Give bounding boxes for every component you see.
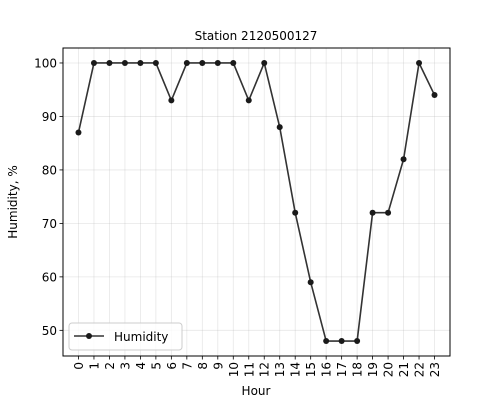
data-point: [199, 59, 206, 66]
x-tick-label: 9: [211, 362, 225, 370]
x-tick-label: 22: [413, 362, 427, 377]
data-point: [245, 97, 252, 104]
y-tick-label: 70: [42, 217, 57, 231]
x-tick-label: 3: [118, 362, 132, 370]
x-tick-label: 18: [351, 362, 365, 377]
x-tick-label: 23: [428, 362, 442, 377]
grid: [63, 48, 450, 356]
data-point: [106, 59, 113, 66]
x-tick-label: 15: [304, 362, 318, 377]
legend: Humidity: [68, 322, 183, 351]
data-point: [183, 59, 190, 66]
x-tick-label: 4: [134, 362, 148, 370]
data-point: [230, 59, 237, 66]
y-axis-title: Humidity, %: [6, 165, 20, 238]
data-point: [385, 209, 392, 216]
legend-point-marker: [86, 333, 92, 339]
x-tick-label: 6: [165, 362, 179, 370]
data-point: [323, 338, 330, 345]
data-point: [152, 59, 159, 66]
x-tick-label: 8: [196, 362, 210, 370]
series-layer: [75, 59, 438, 345]
data-point: [276, 124, 283, 131]
y-tick-label: 100: [34, 56, 57, 70]
x-tick-label: 19: [366, 362, 380, 377]
x-tick-label: 20: [382, 362, 396, 377]
data-point: [369, 209, 376, 216]
chart-title: Station 2120500127: [195, 29, 318, 43]
data-point: [400, 156, 407, 163]
data-point: [338, 338, 345, 345]
x-tick-label: 0: [72, 362, 86, 370]
y-tick-label: 80: [42, 163, 57, 177]
y-tick-label: 60: [42, 270, 57, 284]
x-tick-label: 21: [397, 362, 411, 377]
data-point: [75, 129, 82, 136]
data-point: [292, 209, 299, 216]
data-point: [431, 92, 438, 99]
y-tick-label: 50: [42, 324, 57, 338]
x-tick-label: 14: [289, 362, 303, 377]
legend-label: Humidity: [114, 330, 168, 344]
x-tick-label: 16: [320, 362, 334, 377]
x-axis: 0 1 2 3 4 5 6 7 8 9 10 11 12 13 14 15 16 17 18 19 20 21 22 23: [72, 356, 442, 377]
data-point: [261, 59, 268, 66]
plot-area-frame: [62, 47, 451, 357]
y-axis: 50 60 70 80 90 100: [34, 56, 63, 338]
data-point: [168, 97, 175, 104]
x-tick-label: 10: [227, 362, 241, 377]
x-tick-label: 11: [242, 362, 256, 377]
data-point: [416, 59, 423, 66]
x-tick-label: 5: [149, 362, 163, 370]
legend-box: [68, 322, 183, 351]
x-tick-label: 13: [273, 362, 287, 377]
x-tick-label: 2: [103, 362, 117, 370]
data-point: [214, 59, 221, 66]
x-tick-label: 12: [258, 362, 272, 377]
data-point: [90, 59, 97, 66]
data-point: [354, 338, 361, 345]
y-tick-label: 90: [42, 110, 57, 124]
data-point: [121, 59, 128, 66]
data-point: [307, 279, 314, 286]
x-tick-label: 17: [335, 362, 349, 377]
x-tick-label: 1: [87, 362, 101, 370]
x-tick-label: 7: [180, 362, 194, 370]
data-point: [137, 59, 144, 66]
x-axis-title: Hour: [242, 384, 271, 398]
